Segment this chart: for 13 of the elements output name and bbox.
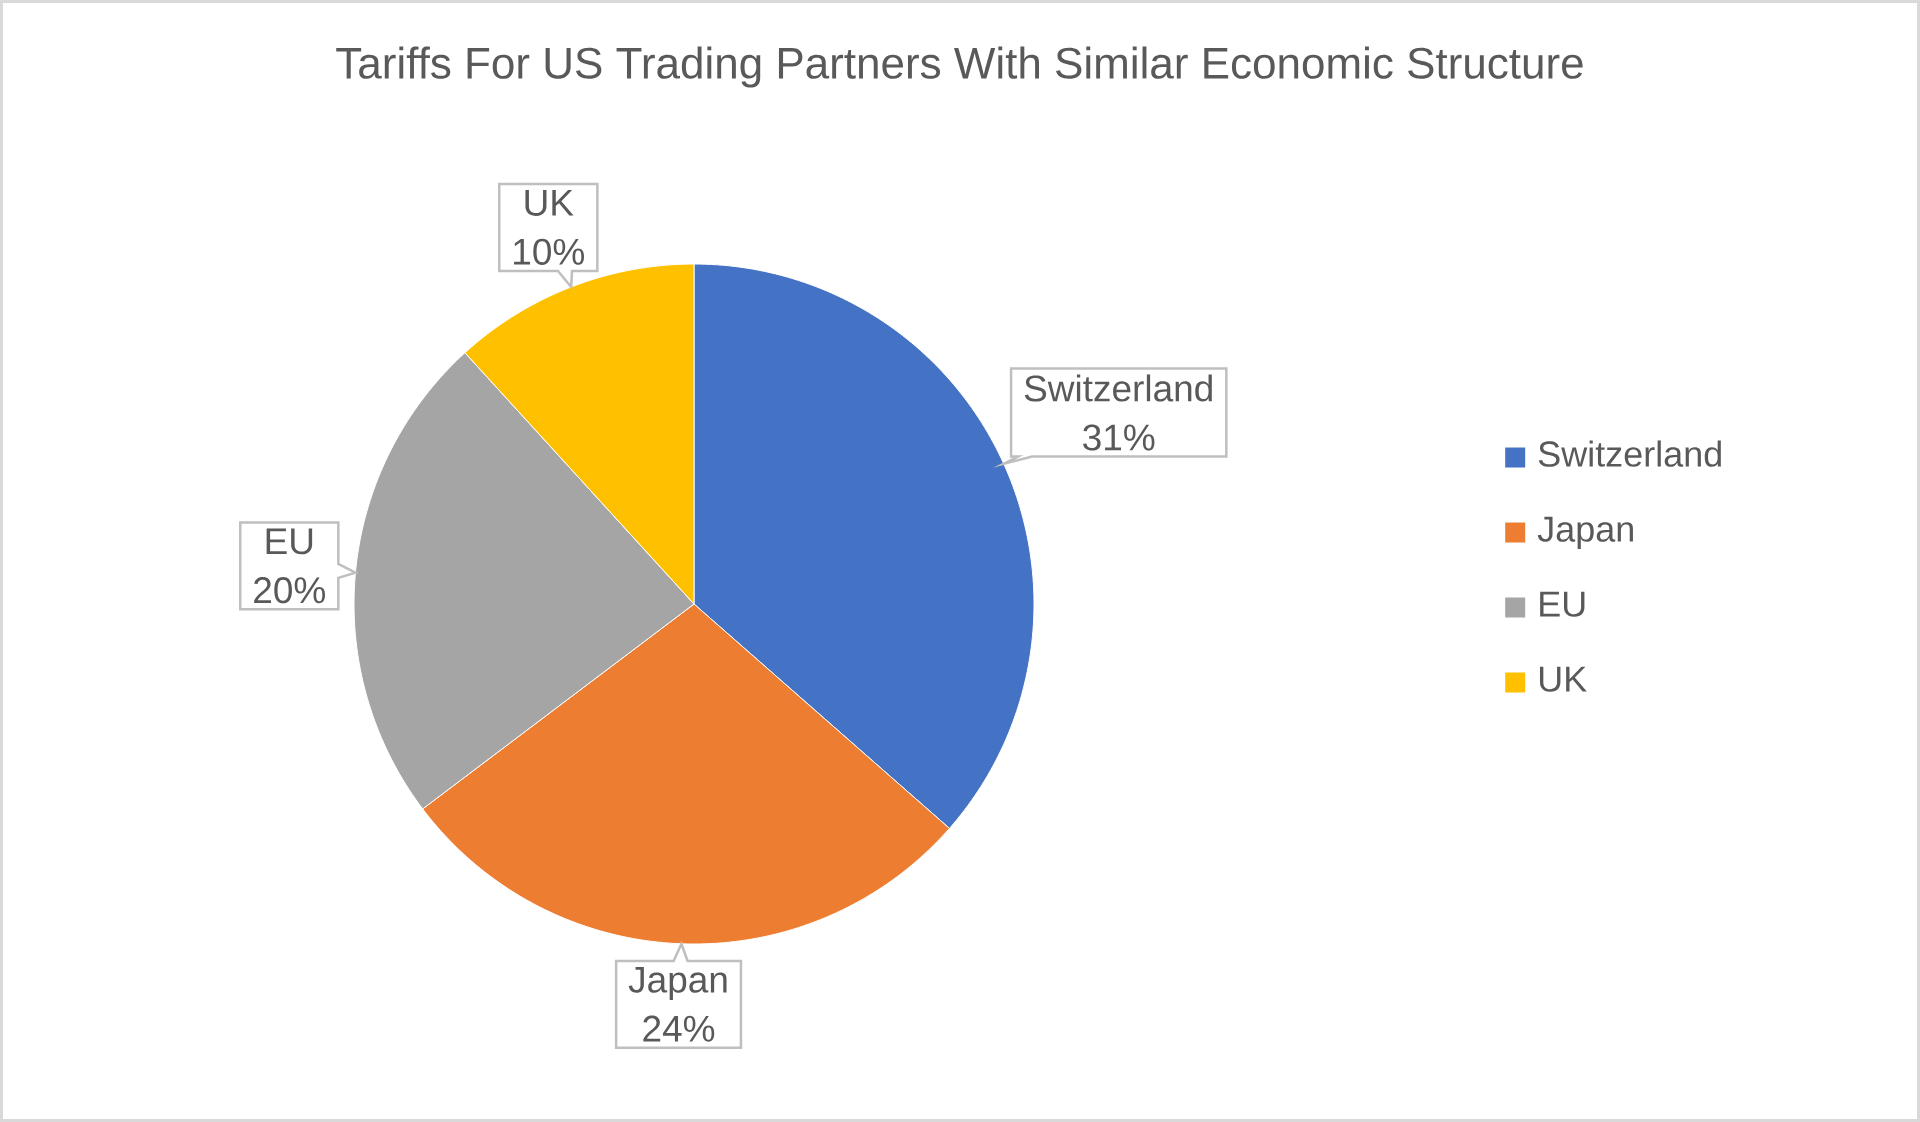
data-label: 20% (254, 577, 325, 604)
slice-label: UK (525, 190, 574, 216)
data-label: 31% (1083, 424, 1155, 451)
data-label: 24% (643, 1015, 715, 1042)
legend-label: UK (1539, 666, 1587, 692)
slice-label: EU (266, 528, 313, 555)
chart-title: Tariffs For US Trading Partners With Similar Economic Structure (336, 46, 1583, 88)
legend-label: Japan (1537, 516, 1633, 549)
slice-label: Switzerland (1024, 374, 1212, 402)
data-label: 10% (514, 238, 584, 265)
legend-label: EU (1540, 591, 1585, 617)
legend-label: Switzerland (1538, 440, 1721, 467)
slice-label: Japan (628, 966, 727, 1001)
